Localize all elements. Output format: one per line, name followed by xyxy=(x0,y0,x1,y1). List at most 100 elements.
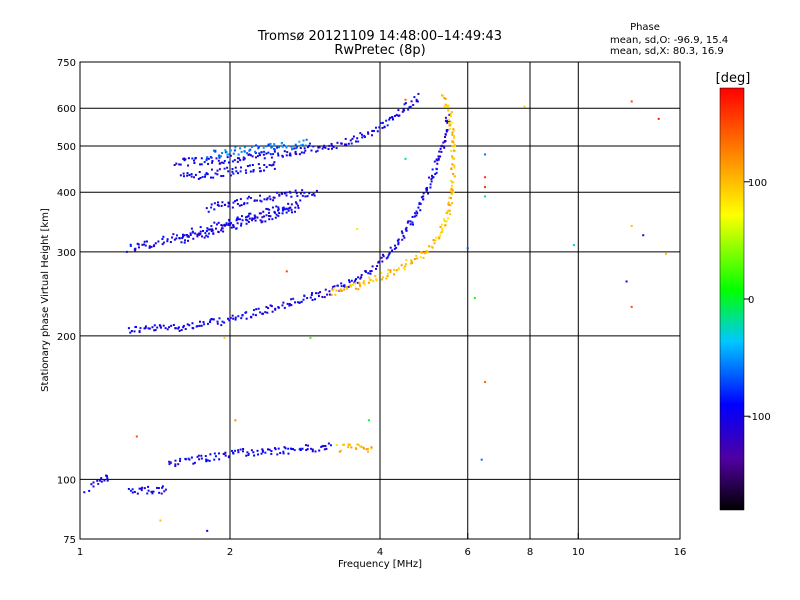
data-point xyxy=(375,278,378,281)
data-point xyxy=(183,157,186,160)
data-point xyxy=(206,529,209,532)
data-point xyxy=(204,455,207,458)
data-point xyxy=(222,174,225,177)
data-point xyxy=(229,317,232,320)
data-point xyxy=(327,148,330,151)
data-point xyxy=(332,287,335,290)
data-point xyxy=(207,322,210,325)
data-point xyxy=(368,279,371,282)
data-point xyxy=(263,215,266,218)
data-point xyxy=(285,145,288,148)
data-point xyxy=(414,212,417,215)
data-point xyxy=(271,218,274,221)
data-point xyxy=(281,145,284,148)
data-point xyxy=(404,157,407,160)
data-point xyxy=(323,296,326,299)
data-point xyxy=(393,273,396,276)
data-point xyxy=(259,219,262,222)
data-point xyxy=(211,228,214,231)
data-point xyxy=(106,477,109,480)
data-point xyxy=(409,105,412,108)
data-point xyxy=(127,327,130,330)
data-point xyxy=(183,159,186,162)
data-point xyxy=(223,452,226,455)
data-point xyxy=(265,207,268,210)
data-point xyxy=(451,163,454,166)
data-point xyxy=(320,445,323,448)
data-point xyxy=(361,136,364,139)
data-point xyxy=(281,212,284,215)
data-point xyxy=(284,447,287,450)
data-point xyxy=(397,268,400,271)
data-point xyxy=(286,208,289,211)
data-point xyxy=(333,285,336,288)
data-point xyxy=(208,459,211,462)
data-point xyxy=(278,146,281,149)
data-point xyxy=(321,295,324,298)
data-point xyxy=(340,285,343,288)
data-point xyxy=(369,278,372,281)
data-point xyxy=(210,168,213,171)
data-point xyxy=(243,150,246,153)
data-point xyxy=(197,454,200,457)
data-point xyxy=(177,327,180,330)
data-point xyxy=(281,155,284,158)
data-point xyxy=(216,204,219,207)
data-point xyxy=(174,459,177,462)
y-tick-label: 400 xyxy=(57,188,76,199)
data-point xyxy=(380,278,383,281)
data-point xyxy=(206,227,209,230)
data-point xyxy=(211,229,214,232)
data-point xyxy=(358,283,361,286)
data-point xyxy=(315,292,318,295)
data-point xyxy=(271,206,274,209)
data-point xyxy=(412,103,415,106)
data-point xyxy=(257,146,260,149)
data-point xyxy=(296,204,299,207)
data-point xyxy=(300,300,303,303)
data-point xyxy=(253,216,256,219)
data-point xyxy=(150,245,153,248)
data-point xyxy=(447,118,450,121)
data-point xyxy=(268,448,271,451)
data-point xyxy=(205,159,208,162)
data-point xyxy=(343,288,346,291)
data-point xyxy=(252,451,255,454)
data-point xyxy=(347,446,350,449)
data-point xyxy=(426,250,429,253)
data-point xyxy=(215,157,218,160)
data-point xyxy=(431,168,434,171)
data-point xyxy=(254,150,257,153)
data-point xyxy=(287,452,290,455)
data-point xyxy=(388,251,391,254)
data-point xyxy=(207,210,210,213)
data-point xyxy=(204,173,207,176)
data-point xyxy=(273,447,276,450)
data-point xyxy=(343,285,346,288)
data-point xyxy=(422,192,425,195)
data-point xyxy=(348,444,351,447)
data-point xyxy=(339,289,342,292)
data-point xyxy=(183,234,186,237)
data-point xyxy=(363,283,366,286)
data-point xyxy=(257,307,260,310)
data-point xyxy=(147,489,150,492)
data-point xyxy=(153,329,156,332)
data-point xyxy=(363,134,366,137)
data-point xyxy=(444,103,447,106)
data-point xyxy=(374,126,377,129)
data-point xyxy=(131,488,134,491)
data-point xyxy=(361,133,364,136)
data-point xyxy=(270,146,273,149)
data-point xyxy=(129,331,132,334)
data-point xyxy=(238,204,241,207)
data-point xyxy=(141,486,144,489)
data-point xyxy=(279,452,282,455)
data-point xyxy=(630,224,633,227)
data-point xyxy=(211,161,214,164)
data-point xyxy=(265,214,268,217)
data-point xyxy=(324,444,327,447)
data-point xyxy=(331,147,334,150)
data-point xyxy=(409,262,412,265)
data-point xyxy=(227,161,230,164)
